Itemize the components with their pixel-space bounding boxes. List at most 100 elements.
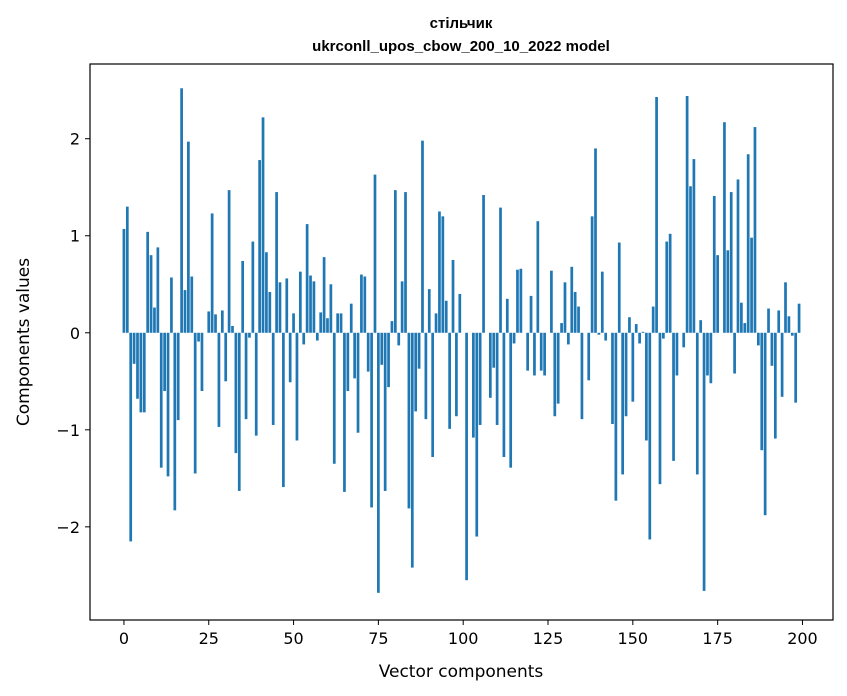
bar-component-71	[363, 276, 367, 333]
bar-component-35	[241, 260, 245, 333]
bar-component-87	[417, 332, 421, 369]
bar-component-72	[366, 332, 370, 372]
bar-component-121	[533, 332, 536, 376]
bar-component-105	[478, 332, 482, 425]
x-axis-label: Vector components	[379, 662, 544, 682]
bar-component-38	[251, 241, 255, 333]
x-axis-ticks: 0 25 50 75 100 125 150 175 200	[119, 620, 818, 648]
bar-component-191	[770, 332, 774, 366]
bar-component-197	[790, 332, 794, 336]
x-tick-label: 200	[787, 629, 818, 648]
bar-component-53	[302, 332, 306, 345]
bar-component-22	[197, 332, 200, 342]
bar-component-179	[729, 192, 733, 333]
bar-component-152	[638, 332, 641, 344]
bar-component-185	[750, 237, 753, 333]
bar-component-30	[224, 332, 228, 382]
bar-component-14	[170, 277, 173, 333]
bar-component-182	[740, 302, 743, 333]
bar-component-20	[190, 276, 194, 333]
bar-component-52	[298, 271, 302, 333]
x-tick-label: 100	[448, 629, 479, 648]
bar-component-31	[227, 190, 231, 333]
bar-component-133	[573, 292, 577, 333]
bar-component-131	[567, 332, 570, 345]
bar-component-62	[332, 332, 336, 464]
bar-component-8	[149, 255, 153, 333]
x-tick-label: 50	[283, 629, 303, 648]
plot-frame	[89, 63, 834, 621]
x-tick-label: 75	[368, 629, 388, 648]
bar-component-45	[275, 192, 278, 333]
bar-component-112	[502, 332, 506, 457]
bar-component-138	[590, 216, 594, 333]
bar-component-39	[254, 332, 258, 436]
bar-component-166	[685, 96, 689, 333]
bar-component-79	[390, 321, 394, 333]
bar-component-75	[377, 332, 380, 593]
bar-component-13	[166, 332, 170, 477]
bar-component-44	[271, 332, 275, 425]
bar-component-186	[753, 127, 757, 333]
bar-component-117	[519, 268, 523, 333]
bar-component-41	[261, 117, 265, 333]
bar-component-84	[407, 332, 411, 509]
bar-component-4	[136, 332, 139, 399]
bar-component-175	[716, 255, 719, 333]
bar-component-134	[577, 306, 580, 333]
bar-component-18	[183, 290, 187, 333]
bar-component-60	[326, 318, 329, 333]
bar-component-198	[794, 332, 798, 403]
bar-component-15	[173, 332, 177, 511]
bar-component-74	[373, 174, 377, 333]
bar-component-115	[512, 332, 516, 344]
bar-component-93	[438, 211, 441, 333]
bar-component-55	[309, 275, 312, 333]
bar-component-167	[689, 186, 692, 333]
bar-component-178	[726, 250, 730, 333]
bar-component-91	[431, 332, 435, 457]
bar-component-147	[621, 332, 625, 475]
bar-component-101	[465, 332, 468, 581]
bar-component-171	[702, 332, 706, 591]
bar-component-98	[455, 332, 458, 417]
bar-component-43	[268, 292, 272, 333]
bar-component-190	[767, 308, 770, 333]
bar-component-36	[244, 332, 248, 420]
bar-component-48	[285, 278, 289, 333]
x-tick-label: 150	[618, 629, 649, 648]
bar-component-144	[611, 332, 614, 424]
bar-component-97	[451, 260, 455, 333]
bar-component-76	[380, 332, 384, 365]
y-tick-label: −1	[56, 421, 80, 440]
bar-component-123	[539, 332, 543, 371]
y-tick-label: 0	[70, 324, 80, 343]
bar-component-184	[746, 154, 750, 333]
x-tick-label: 25	[199, 629, 219, 648]
bar-component-67	[349, 303, 353, 333]
bar-component-25	[207, 311, 211, 333]
bar-component-94	[441, 216, 445, 333]
bar-component-142	[604, 332, 608, 341]
bar-component-151	[634, 324, 638, 333]
bar-component-21	[193, 332, 197, 474]
bar-component-106	[482, 194, 485, 333]
bar-component-163	[675, 332, 679, 376]
bar-component-129	[560, 323, 563, 333]
bar-component-29	[220, 310, 224, 333]
bars-group	[122, 88, 801, 593]
bar-component-95	[444, 300, 448, 333]
bar-component-3	[132, 332, 136, 364]
bar-component-194	[780, 332, 784, 397]
bar-component-154	[645, 332, 648, 441]
bar-component-33	[234, 332, 238, 454]
bar-component-61	[329, 284, 333, 333]
bar-component-32	[231, 325, 234, 333]
bar-component-103	[472, 332, 475, 438]
bar-component-127	[553, 332, 557, 417]
bar-component-50	[292, 313, 295, 333]
bar-component-108	[488, 332, 492, 398]
bar-component-70	[360, 274, 363, 333]
bar-component-54	[305, 224, 309, 333]
bar-component-58	[319, 312, 323, 333]
